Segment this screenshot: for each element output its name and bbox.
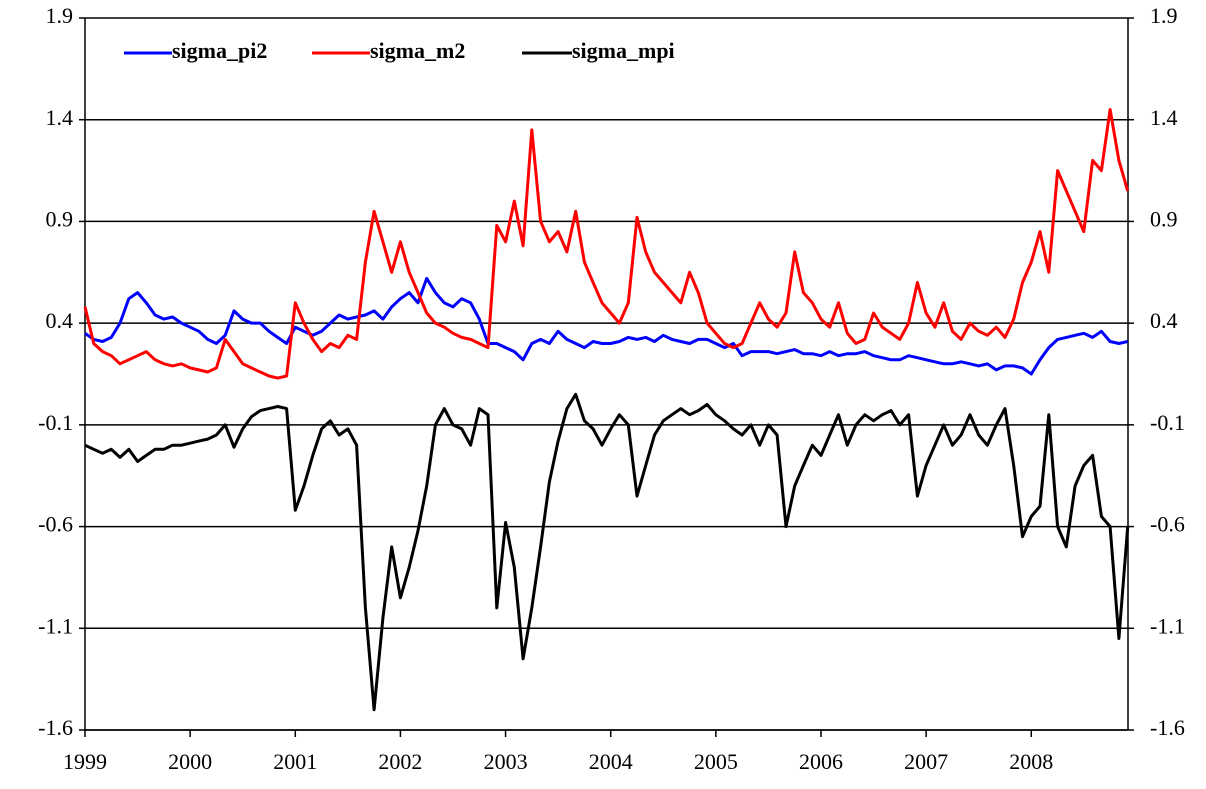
y-tick-label: -0.6	[38, 512, 73, 537]
legend-label: sigma_pi2	[172, 38, 267, 63]
series-line	[83, 108, 1130, 380]
y2-tick-label: -0.1	[1150, 410, 1185, 435]
y-tick-label: -1.1	[38, 613, 73, 638]
y2-tick-label: 0.4	[1150, 308, 1178, 333]
legend-label: sigma_mpi	[572, 38, 675, 63]
x-tick-label: 1999	[63, 749, 107, 774]
y2-tick-label: -0.6	[1150, 512, 1185, 537]
x-tick-label: 2006	[799, 749, 843, 774]
series-line	[84, 276, 1129, 376]
x-tick-label: 2003	[484, 749, 528, 774]
y2-tick-label: 1.4	[1150, 105, 1178, 130]
x-tick-label: 2007	[904, 749, 948, 774]
x-tick-label: 2005	[694, 749, 738, 774]
x-tick-label: 2001	[273, 749, 317, 774]
y-tick-label: 1.9	[46, 3, 74, 28]
y-tick-label: 1.4	[46, 105, 74, 130]
x-tick-label: 2002	[378, 749, 422, 774]
legend-label: sigma_m2	[370, 38, 465, 63]
x-tick-label: 2008	[1009, 749, 1053, 774]
y2-tick-label: -1.1	[1150, 613, 1185, 638]
y-tick-label: 0.4	[46, 308, 74, 333]
y-tick-label: -1.6	[38, 715, 73, 740]
y2-tick-label: -1.6	[1150, 715, 1185, 740]
y-tick-label: 0.9	[46, 206, 74, 231]
x-tick-label: 2000	[168, 749, 212, 774]
x-tick-label: 2004	[589, 749, 633, 774]
y2-tick-label: 1.9	[1150, 3, 1178, 28]
y-tick-label: -0.1	[38, 410, 73, 435]
y2-tick-label: 0.9	[1150, 206, 1178, 231]
series-line	[84, 392, 1130, 712]
